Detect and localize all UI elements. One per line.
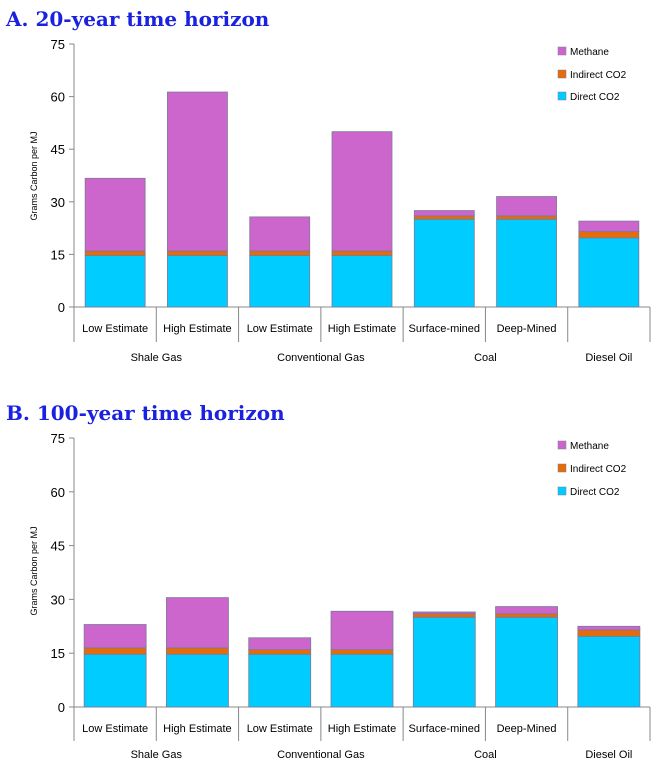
bar-segment <box>578 237 640 308</box>
bar-segment <box>248 653 312 708</box>
bar-segment <box>166 597 229 649</box>
chart-title: A. 20-year time horizon <box>6 7 270 31</box>
y-tick-label: 45 <box>51 539 65 554</box>
y-tick-label: 75 <box>51 37 65 52</box>
bar-segment <box>578 220 640 233</box>
chart-title: B. 100-year time horizon <box>6 401 285 425</box>
y-axis-label: Grams Carbon per MJ <box>29 526 39 615</box>
legend-swatch <box>557 463 567 473</box>
bar-segment <box>84 177 146 252</box>
y-tick-label: 30 <box>51 195 65 210</box>
bar-segment <box>248 649 312 655</box>
bar-segment <box>330 649 394 655</box>
group-label: Coal <box>474 352 497 364</box>
bar-segment <box>166 653 229 708</box>
x-tick-label: High Estimate <box>163 723 231 735</box>
bar-segment <box>495 613 558 618</box>
bar-segment <box>330 610 394 651</box>
bar-segment <box>413 218 475 308</box>
legend-swatch <box>557 69 567 79</box>
x-tick-label: High Estimate <box>328 323 396 335</box>
x-tick-label: Low Estimate <box>82 323 148 335</box>
bar-segment <box>412 616 476 708</box>
bar-segment <box>249 250 311 256</box>
bar-segment <box>577 629 641 637</box>
chart-panel-b: B. 100-year time horizon 0 15 30 45 60 75 Gram… <box>0 386 665 773</box>
x-tick-label: Surface-mined <box>409 323 481 335</box>
chart-panel-a: A. 20-year time horizon 0 15 30 45 60 75 Grams… <box>0 0 665 386</box>
y-tick-label: 60 <box>51 485 65 500</box>
legend-swatch <box>557 440 567 450</box>
bar-segment <box>496 215 557 220</box>
group-label: Conventional Gas <box>277 749 365 761</box>
x-tick-label: Surface-mined <box>409 723 481 735</box>
x-tick-label: High Estimate <box>163 323 231 335</box>
bar-segment <box>496 196 557 217</box>
group-label: Conventional Gas <box>277 352 365 364</box>
x-tick-label: Deep-Mined <box>497 723 557 735</box>
legend-swatch <box>557 486 567 496</box>
group-label: Coal <box>474 749 497 761</box>
y-tick-label: 15 <box>51 247 65 262</box>
bar-segment <box>249 216 311 252</box>
group-label: Shale Gas <box>131 352 183 364</box>
y-tick-label: 15 <box>51 646 65 661</box>
y-tick-label: 45 <box>51 142 65 157</box>
bar-segment <box>496 218 557 308</box>
bar-segment <box>577 635 641 708</box>
x-tick-label: Low Estimate <box>247 723 313 735</box>
bar-segment <box>83 653 147 708</box>
legend-label: Indirect CO2 <box>570 464 627 475</box>
legend-swatch <box>557 46 567 56</box>
x-tick-label: Deep-Mined <box>497 323 557 335</box>
bar-segment <box>84 250 146 256</box>
y-axis-label: Grams Carbon per MJ <box>29 131 39 220</box>
legend-label: Indirect CO2 <box>570 70 627 81</box>
bar-segment <box>248 637 312 651</box>
chart-a-svg: 0 15 30 45 60 75 Grams Carbon per MJ Shale Gas C… <box>29 37 651 364</box>
bar-segment <box>413 215 475 220</box>
bar-segment <box>83 624 147 649</box>
bar-segment <box>167 250 228 256</box>
bar-segment <box>331 131 393 252</box>
bar-segment <box>331 255 393 308</box>
bar-segment <box>83 647 147 655</box>
x-tick-label: Low Estimate <box>82 723 148 735</box>
bar-segment <box>495 606 558 615</box>
y-tick-label: 0 <box>58 700 65 715</box>
chart-b-svg: 0 15 30 45 60 75 Grams Carbon per MJ Shale Gas C… <box>29 431 651 761</box>
bar-segment <box>249 255 311 308</box>
bar-segment <box>167 91 228 252</box>
legend-label: Direct CO2 <box>570 487 620 498</box>
y-tick-label: 75 <box>51 431 65 446</box>
group-label: Shale Gas <box>131 749 183 761</box>
legend-label: Methane <box>570 441 609 452</box>
legend-label: Direct CO2 <box>570 92 620 103</box>
bar-segment <box>412 611 476 615</box>
bar-segment <box>577 625 641 631</box>
bar-segment <box>495 616 558 708</box>
group-label: Diesel Oil <box>585 352 632 364</box>
bar-segment <box>331 250 393 256</box>
bar-segment <box>167 255 228 308</box>
bar-segment <box>166 647 229 655</box>
bar-segment <box>412 613 476 618</box>
bar-segment <box>413 210 475 217</box>
group-label: Diesel Oil <box>585 749 632 761</box>
bar-segment <box>578 231 640 239</box>
legend-label: Methane <box>570 47 609 58</box>
x-tick-label: High Estimate <box>328 723 396 735</box>
bar-segment <box>84 255 146 308</box>
bar-segment <box>330 653 394 708</box>
x-tick-label: Low Estimate <box>247 323 313 335</box>
y-tick-label: 60 <box>51 90 65 105</box>
legend-swatch <box>557 91 567 101</box>
y-tick-label: 0 <box>58 300 65 315</box>
y-tick-label: 30 <box>51 592 65 607</box>
